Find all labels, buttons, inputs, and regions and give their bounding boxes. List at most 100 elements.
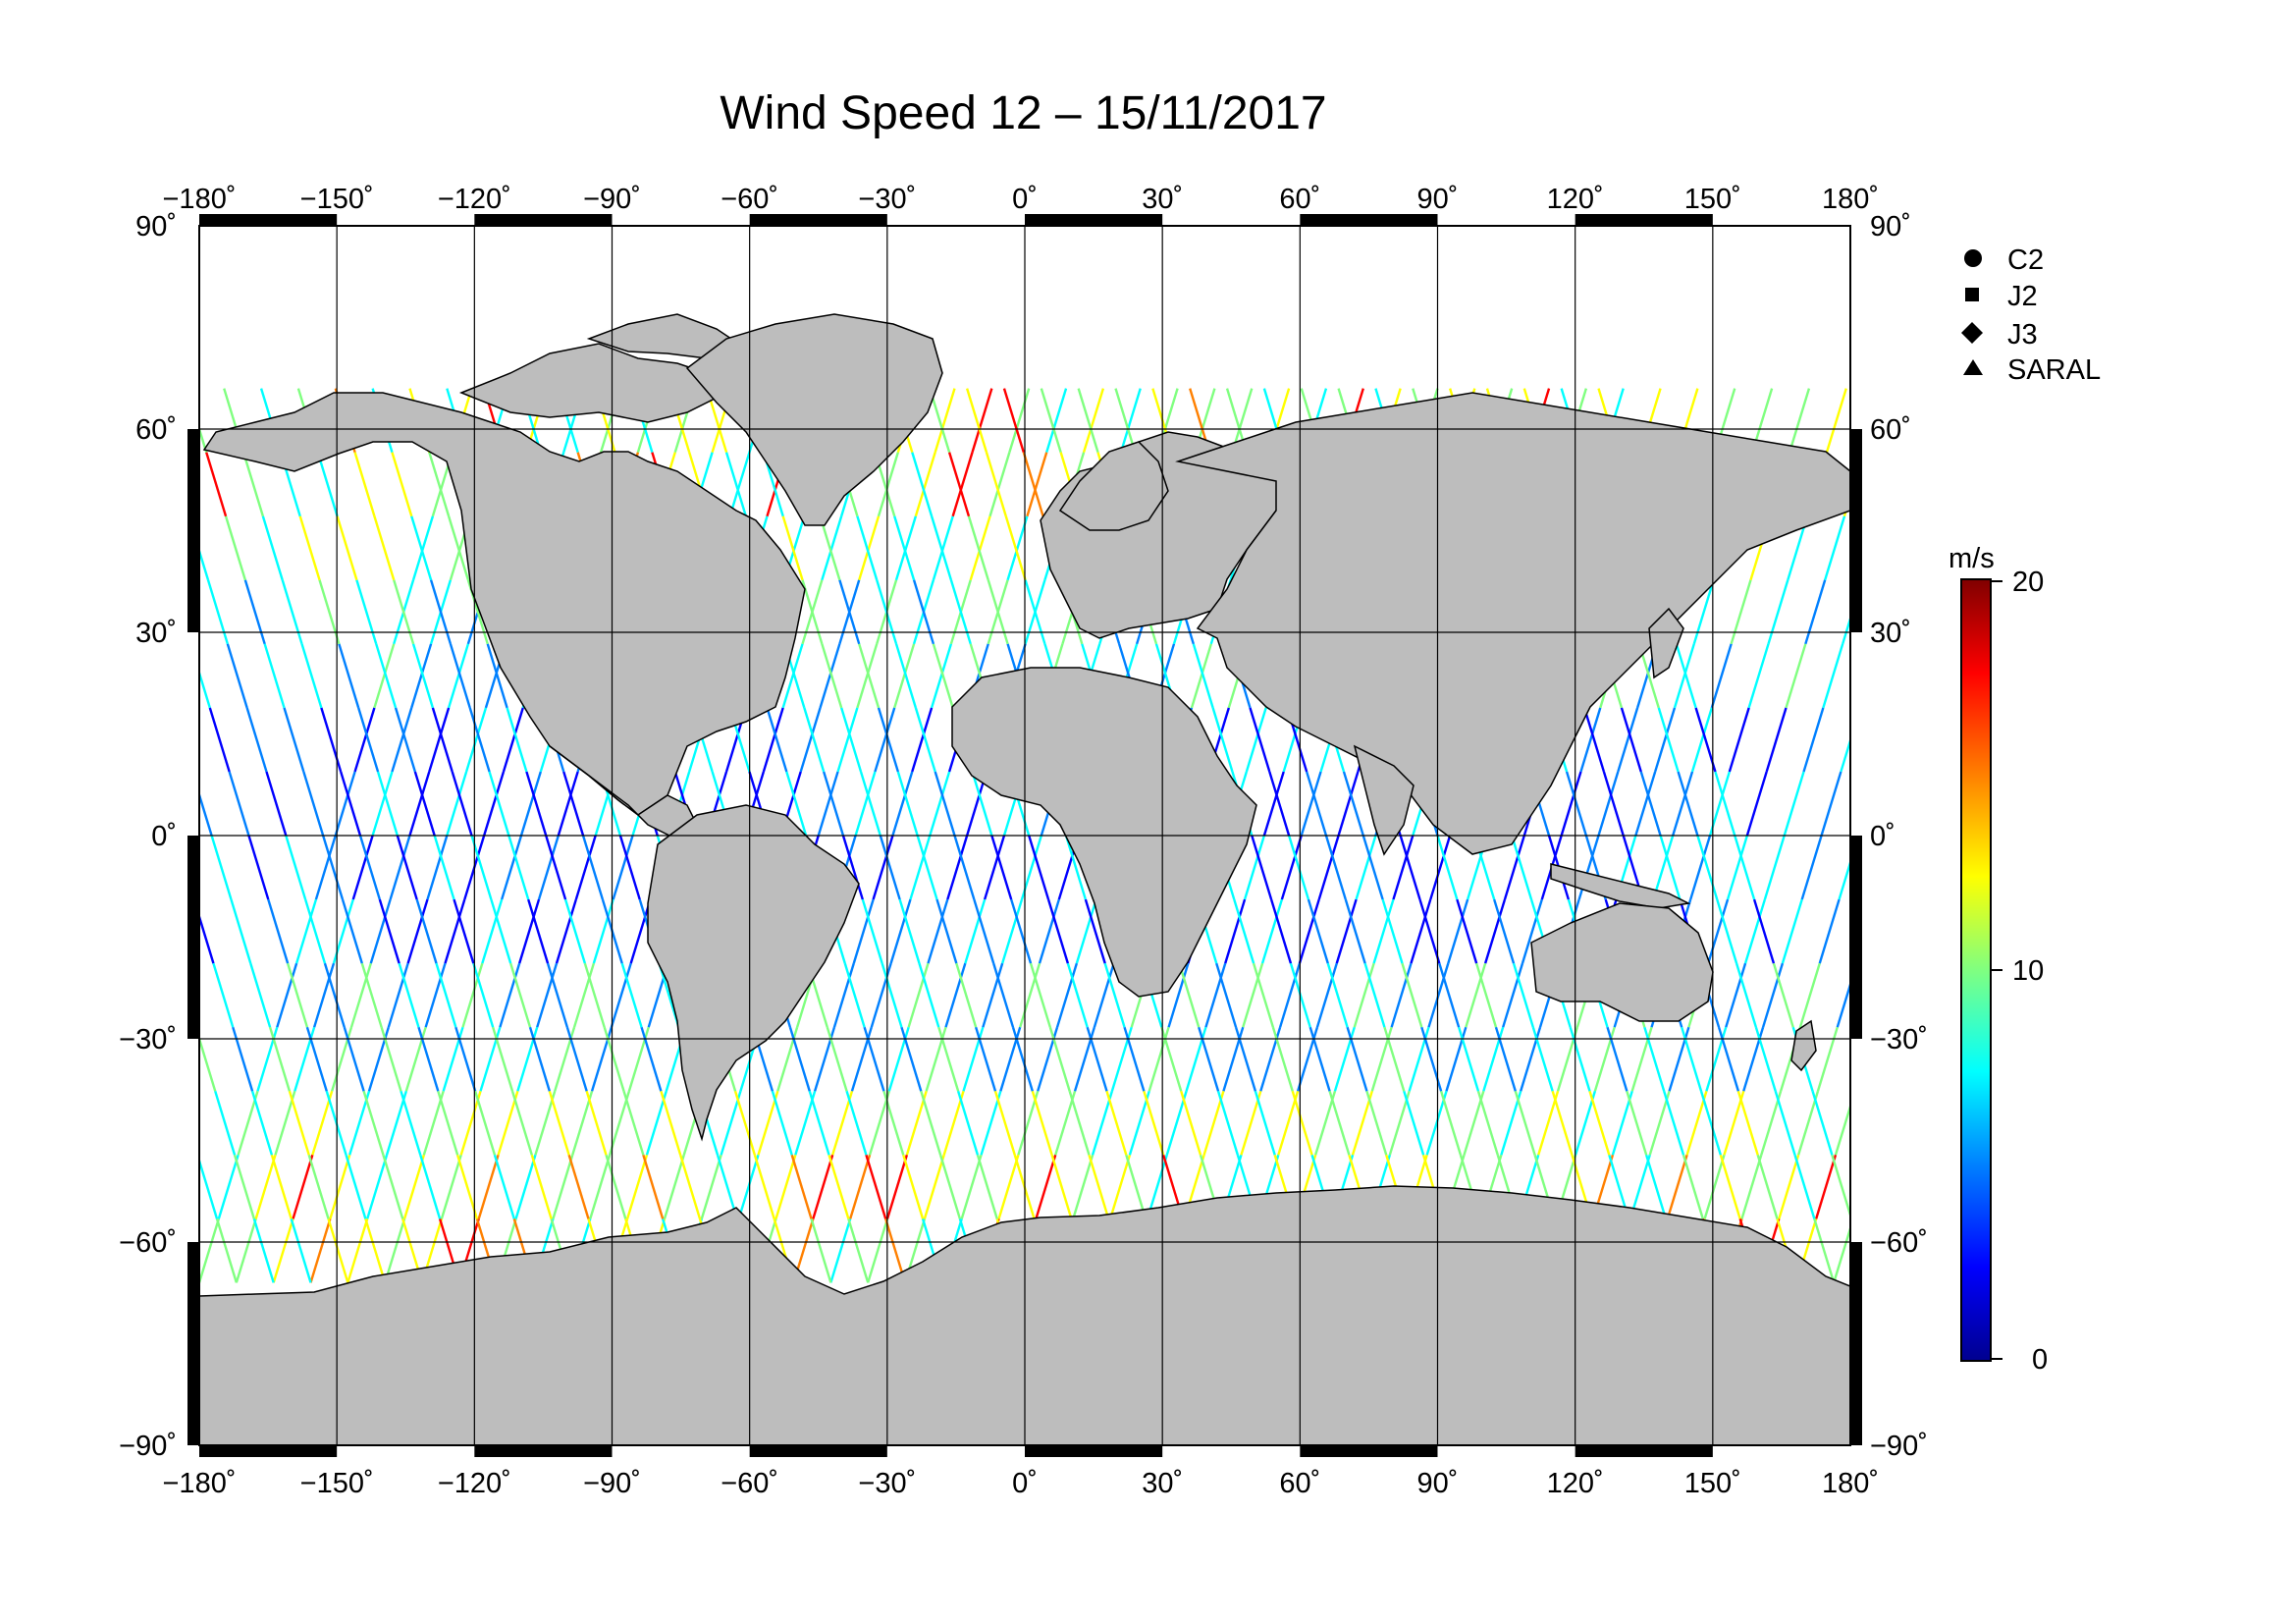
track-segment	[243, 579, 266, 645]
lat-tick-label-right: −30˚	[1870, 1024, 1928, 1055]
track-segment	[1245, 707, 1267, 773]
track-segment	[1346, 1026, 1368, 1092]
track-segment	[1008, 388, 1031, 454]
track-segment	[889, 898, 912, 964]
track-segment	[1456, 898, 1478, 964]
track-segment	[1242, 962, 1264, 1028]
track-segment	[1108, 1154, 1132, 1219]
track-segment	[762, 707, 784, 773]
track-segment	[1447, 898, 1469, 964]
track-segment	[1086, 1026, 1108, 1092]
track-segment	[349, 962, 372, 1028]
track-segment	[1198, 1026, 1220, 1092]
lat-tick-label-left: 30˚	[135, 618, 177, 649]
track-segment	[565, 1026, 588, 1092]
land-north-america	[202, 392, 806, 816]
lon-ticks-bottom: −180˚ −150˚ −120˚ −90˚ −60˚ −30˚ 0˚ 30˚ 60˚ 90˚ 12…	[163, 1468, 1880, 1499]
frame-bar-top	[1575, 214, 1713, 226]
track-segment	[567, 1154, 590, 1219]
track-segment	[1743, 898, 1767, 964]
track-segment	[774, 1154, 797, 1219]
track-segment	[408, 771, 431, 837]
lat-tick-label-left: 90˚	[135, 211, 177, 243]
track-segment	[874, 707, 896, 773]
track-segment	[1783, 771, 1805, 837]
track-segment	[934, 388, 956, 454]
track-segment	[829, 1217, 852, 1283]
track-segment	[351, 835, 374, 900]
track-segment	[1271, 1026, 1294, 1092]
track-segment	[949, 579, 972, 645]
track-segment	[1588, 1090, 1611, 1156]
track-segment	[574, 835, 597, 900]
track-segment	[527, 898, 550, 964]
track-segment	[285, 835, 307, 900]
track-segment	[437, 1090, 459, 1156]
track-segment	[477, 1154, 500, 1219]
track-segment	[1838, 858, 1850, 900]
track-segment	[640, 1026, 663, 1092]
track-segment	[464, 707, 488, 773]
track-segment	[1745, 771, 1768, 837]
track-segment	[1048, 1026, 1071, 1092]
track-segment	[1363, 962, 1386, 1028]
track-segment	[893, 643, 916, 709]
track-segment	[1178, 962, 1201, 1028]
track-segment	[1818, 898, 1841, 964]
lon-tick-label-top: 180˚	[1822, 184, 1879, 215]
track-segment	[971, 771, 993, 837]
track-segment	[1484, 898, 1507, 964]
track-segment	[1511, 835, 1533, 900]
track-segment	[0, 580, 5, 644]
track-segment	[790, 1154, 813, 1219]
track-segment	[270, 1154, 293, 1219]
lon-tick-label-top: 150˚	[1684, 184, 1741, 215]
track-segment	[1514, 1090, 1536, 1156]
track-segment	[1882, 453, 1901, 516]
track-segment	[849, 1154, 872, 1219]
track-segment	[660, 1090, 682, 1156]
track-segment	[486, 643, 508, 709]
square-marker-icon	[1965, 288, 1979, 301]
track-segment	[249, 962, 272, 1028]
lat-tick-label-left: −30˚	[119, 1024, 177, 1055]
track-segment	[290, 1217, 312, 1283]
track-segment	[1531, 1026, 1554, 1092]
track-segment	[1372, 898, 1395, 964]
track-segment	[519, 771, 542, 837]
track-segment	[858, 515, 881, 581]
track-segment	[1710, 643, 1733, 709]
track-segment	[1820, 771, 1842, 837]
track-segment	[879, 835, 901, 900]
track-segment	[1045, 388, 1068, 454]
track-segment	[265, 771, 288, 837]
track-segment	[1305, 771, 1328, 837]
track-segment	[323, 962, 346, 1028]
track-segment	[492, 1026, 514, 1092]
track-segment	[292, 1154, 314, 1219]
track-segment	[2085, 516, 2105, 580]
track-segment	[808, 1090, 830, 1156]
track-segment	[426, 835, 449, 900]
track-segment	[585, 1090, 608, 1156]
lat-ticks-left: 90˚ 60˚ 30˚ 0˚ −30˚ −60˚ −90˚	[119, 211, 177, 1462]
track-segment	[1677, 771, 1699, 837]
legend: C2 J2 J3 SARAL	[1961, 244, 2101, 386]
track-segment	[920, 1090, 942, 1156]
track-segment	[384, 1217, 406, 1283]
track-segment	[1315, 962, 1338, 1028]
track-segment	[341, 898, 363, 964]
track-segment	[1105, 1090, 1128, 1156]
track-segment	[1123, 1026, 1146, 1092]
track-segment	[431, 707, 454, 773]
track-segment	[1114, 388, 1137, 454]
track-segment	[2030, 453, 2050, 516]
track-segment	[1824, 515, 1846, 581]
track-segment	[1268, 771, 1291, 837]
track-segment	[199, 790, 213, 837]
track-segment	[3, 516, 23, 580]
track-segment	[2065, 580, 2085, 644]
track-segment	[0, 453, 3, 516]
track-segment	[832, 962, 855, 1028]
